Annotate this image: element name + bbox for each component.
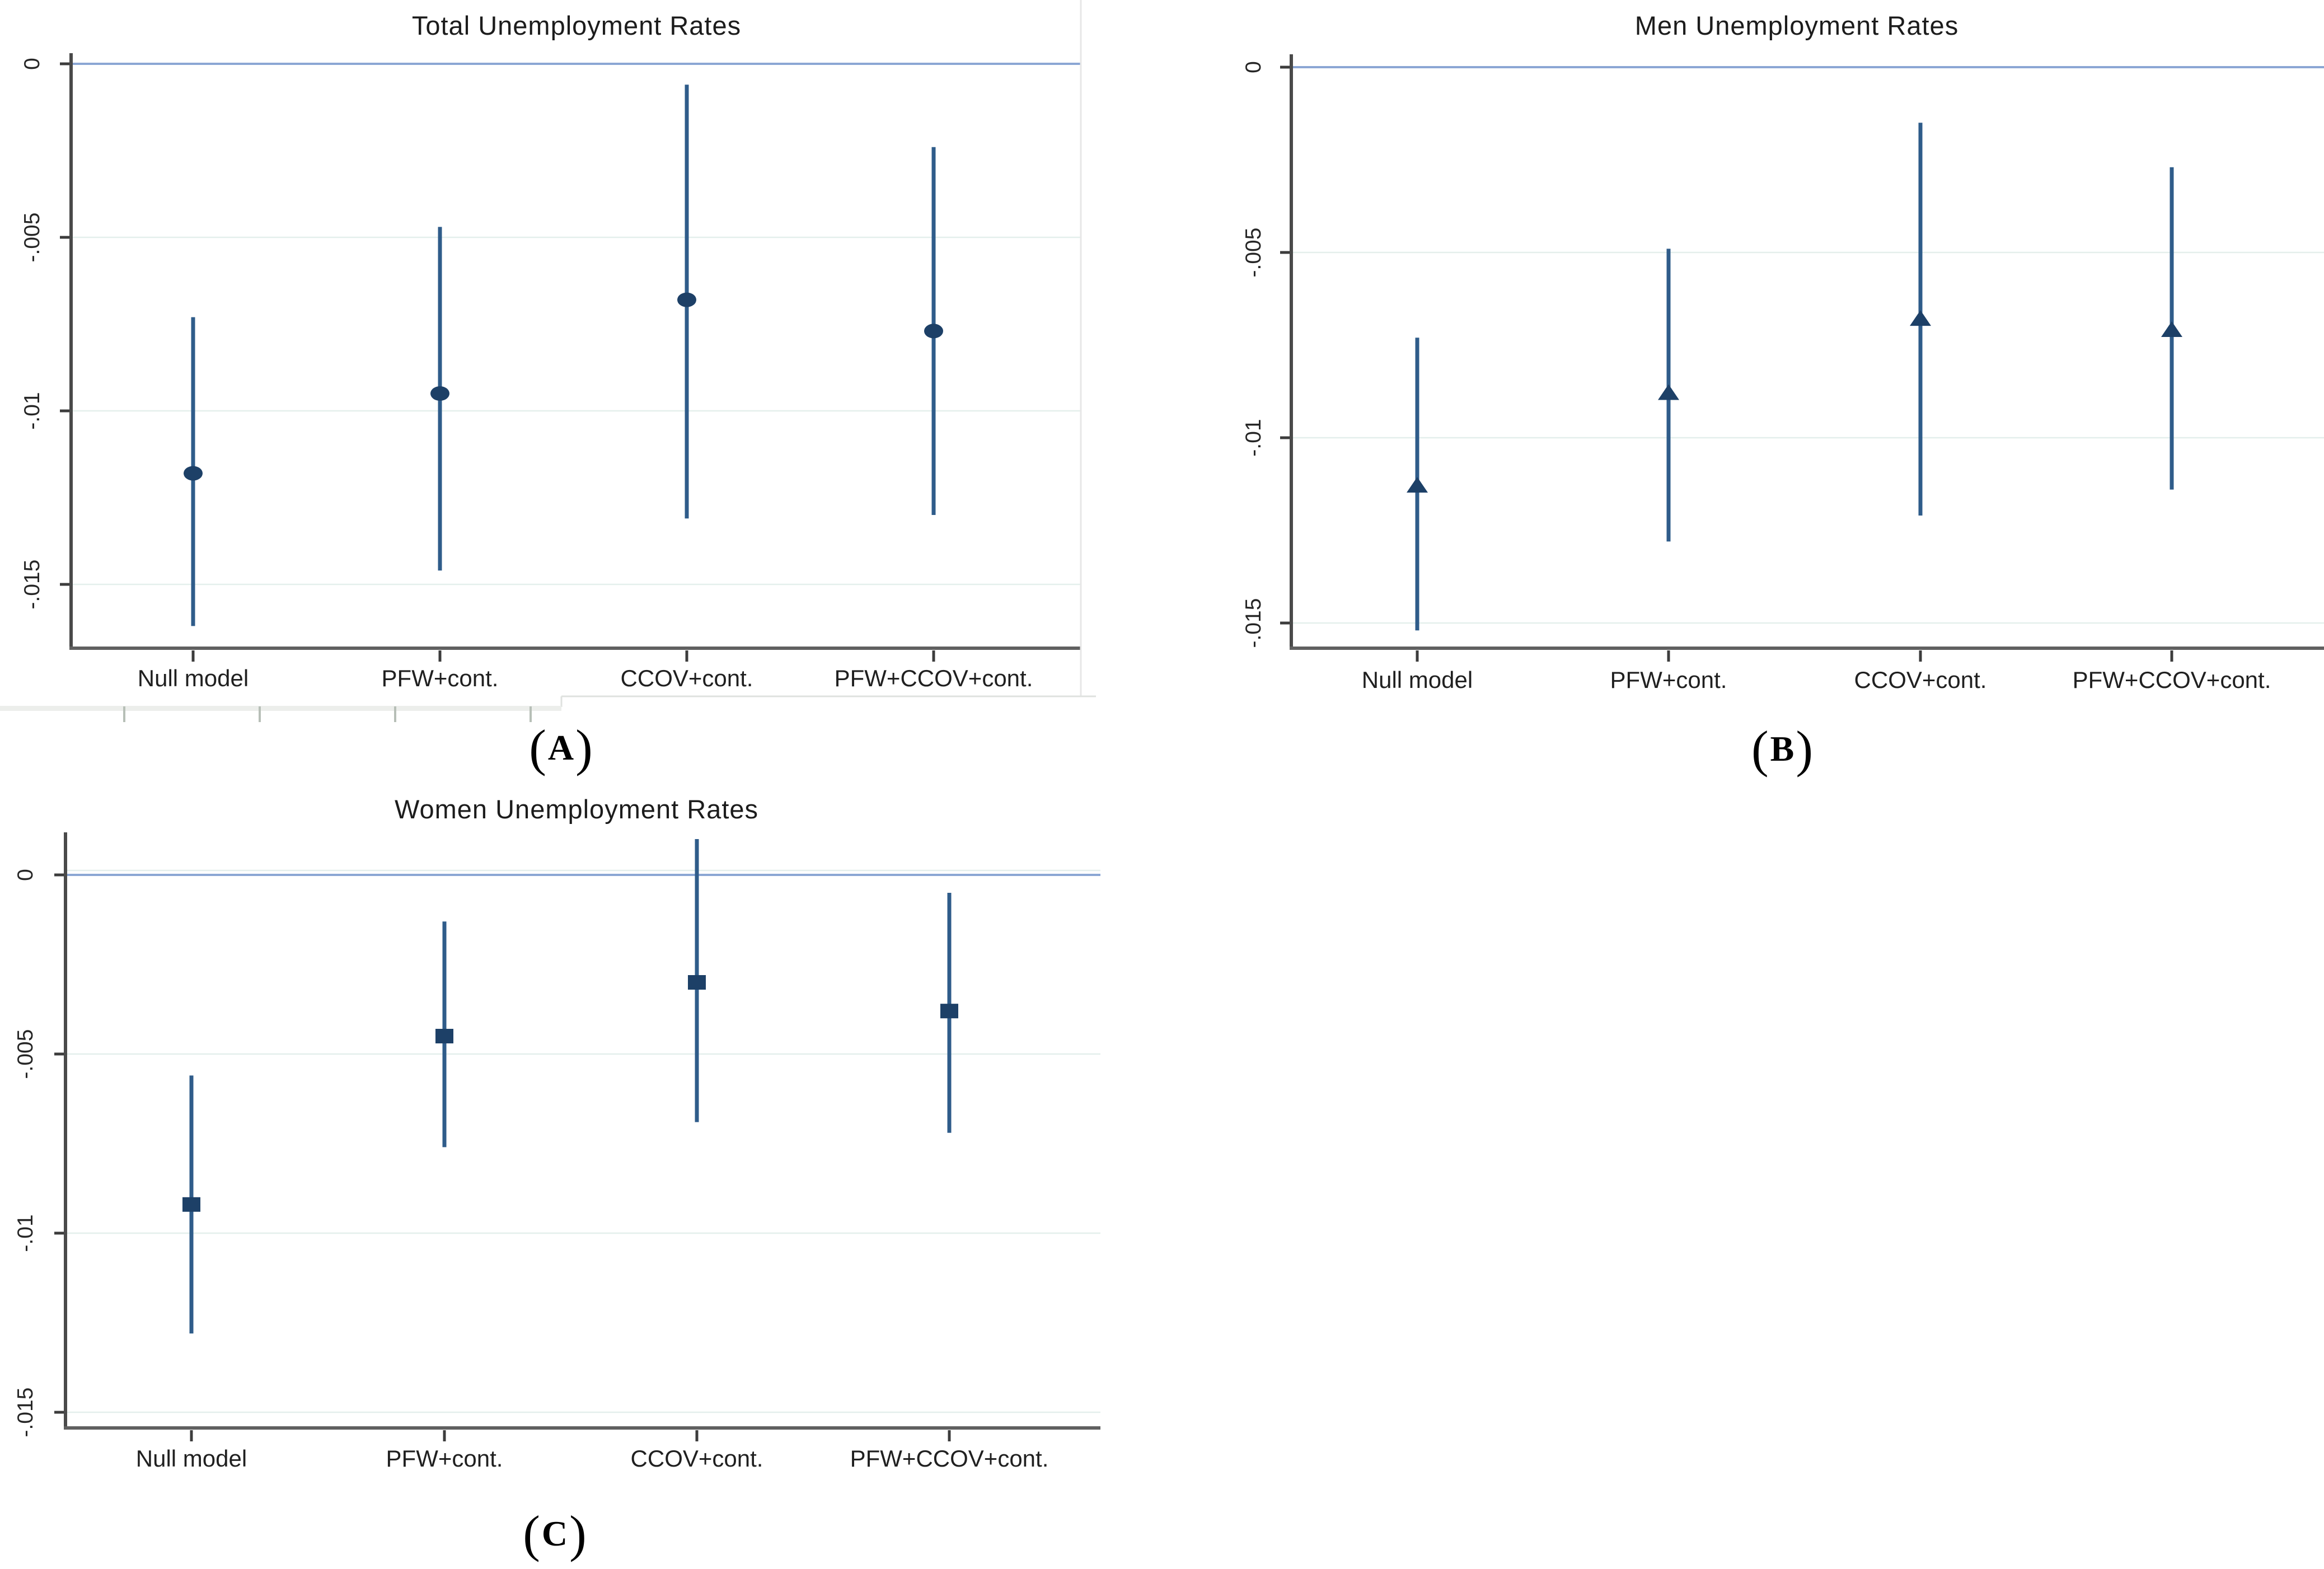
caption-a-open-paren: ( (529, 719, 546, 776)
panel-women-ytick-3: -.015 (13, 1388, 38, 1437)
caption-b-close-paren: ) (1796, 720, 1813, 778)
panel-total-ytick-3: -.015 (20, 560, 44, 610)
panel-men-ytick-3: -.015 (1241, 598, 1266, 648)
caption-a-letter: A (547, 728, 574, 767)
panel-women-ytick-0: 0 (13, 869, 38, 881)
panel-total-cat-1: PFW+cont. (382, 665, 499, 691)
panel-women-title: Women Unemployment Rates (395, 794, 758, 824)
panel-women (54, 832, 1100, 1441)
estimate-marker-square (435, 1029, 453, 1043)
panel-total-cat-3: PFW+CCOV+cont. (835, 665, 1033, 691)
panel-men-ytick-0: 0 (1241, 61, 1266, 73)
panel-men-cat-2: CCOV+cont. (1854, 667, 1987, 693)
artifact-gray-band (0, 706, 561, 711)
estimate-marker-triangle (1658, 384, 1679, 400)
estimate-marker-circle (924, 324, 943, 339)
estimate-marker-circle (184, 466, 203, 481)
caption-a-close-paren: ) (575, 719, 593, 776)
panel-total-cat-0: Null model (138, 665, 249, 691)
panel-total-ytick-0: 0 (20, 58, 44, 70)
panel-men-cat-3: PFW+CCOV+cont. (2073, 667, 2271, 693)
panel-total-ytick-1: -.005 (20, 213, 44, 263)
caption-b-letter: B (1770, 729, 1794, 769)
panel-men-ytick-1: -.005 (1241, 228, 1266, 278)
panel-men-cat-1: PFW+cont. (1610, 667, 1727, 693)
panel-men-ytick-2: -.01 (1241, 419, 1266, 456)
caption-panel-c: (C) (523, 1508, 587, 1559)
estimate-marker-square (182, 1197, 200, 1212)
panel-total-cat-2: CCOV+cont. (621, 665, 753, 691)
panel-men (1280, 54, 2324, 662)
panel-women-cat-3: PFW+CCOV+cont. (850, 1445, 1049, 1472)
estimate-marker-triangle (2161, 321, 2182, 338)
caption-c-open-paren: ( (523, 1505, 540, 1562)
panel-total-ytick-2: -.01 (20, 392, 44, 429)
panel-women-ytick-1: -.005 (13, 1029, 38, 1079)
estimate-marker-square (940, 1004, 958, 1019)
panel-women-cat-1: PFW+cont. (386, 1445, 503, 1472)
panel-women-ytick-2: -.01 (13, 1214, 38, 1252)
estimate-marker-circle (430, 386, 449, 401)
panel-women-cat-0: Null model (136, 1445, 247, 1472)
panel-men-cat-0: Null model (1362, 667, 1473, 693)
panel-women-cat-2: CCOV+cont. (631, 1445, 763, 1472)
estimate-marker-triangle (1407, 477, 1428, 493)
caption-b-open-paren: ( (1751, 720, 1769, 778)
caption-c-close-paren: ) (569, 1505, 587, 1562)
panel-total-title: Total Unemployment Rates (412, 11, 741, 40)
panel-total (60, 53, 1081, 662)
estimate-marker-circle (677, 292, 696, 307)
caption-panel-b: (B) (1751, 723, 1813, 775)
estimate-marker-triangle (1910, 310, 1931, 326)
panel-men-title: Men Unemployment Rates (1635, 11, 1958, 40)
estimate-marker-square (688, 975, 706, 990)
caption-c-letter: C (541, 1514, 568, 1553)
caption-panel-a: (A) (529, 722, 593, 774)
